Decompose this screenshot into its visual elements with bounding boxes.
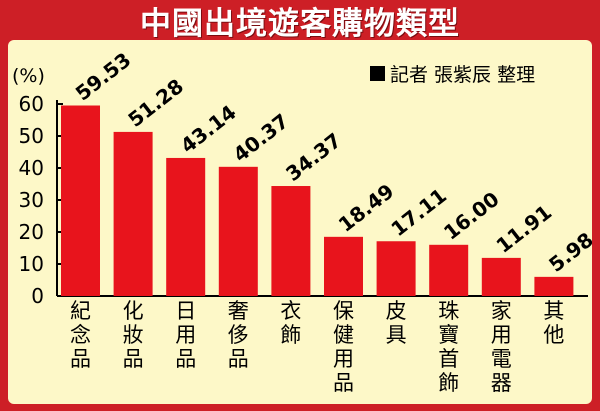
y-axis-label: (%) bbox=[12, 65, 45, 87]
category-label: 珠寶首飾 bbox=[438, 299, 459, 395]
black-square-icon bbox=[370, 66, 385, 81]
bar bbox=[61, 105, 100, 296]
data-label: 18.49 bbox=[334, 179, 399, 237]
category-label: 紀念品 bbox=[70, 299, 91, 371]
chart-title: 中國出境遊客購物類型 bbox=[140, 5, 460, 42]
bar bbox=[113, 131, 153, 296]
bars bbox=[61, 105, 574, 296]
data-label: 5.98 bbox=[544, 228, 598, 277]
y-tick-label: 40 bbox=[19, 156, 44, 180]
category-label: 家用電器 bbox=[491, 299, 512, 395]
category-label: 保健用品 bbox=[333, 299, 354, 395]
y-tick-label: 10 bbox=[19, 252, 44, 276]
credit-text: 記者 張紫辰 整理 bbox=[390, 64, 536, 86]
bar bbox=[218, 166, 258, 296]
data-label: 34.37 bbox=[281, 128, 346, 186]
bar bbox=[166, 157, 206, 296]
category-label: 化妝品 bbox=[123, 299, 144, 371]
bar bbox=[481, 257, 521, 296]
y-tick-label: 50 bbox=[19, 124, 44, 148]
category-label: 其他 bbox=[543, 299, 564, 347]
bar bbox=[534, 276, 574, 296]
y-tick-label: 60 bbox=[19, 92, 44, 116]
data-label: 11.91 bbox=[492, 200, 557, 258]
title-bar: 中國出境遊客購物類型 bbox=[0, 0, 600, 42]
category-label: 衣飾 bbox=[280, 299, 301, 347]
category-label: 日用品 bbox=[175, 299, 196, 371]
category-label: 皮具 bbox=[386, 299, 407, 347]
bar bbox=[429, 244, 469, 296]
y-tick-label: 20 bbox=[19, 220, 44, 244]
data-label: 51.28 bbox=[123, 74, 188, 132]
data-label: 59.53 bbox=[71, 48, 136, 106]
credit-line: 記者 張紫辰 整理 bbox=[370, 60, 535, 87]
y-tick-label: 30 bbox=[19, 188, 44, 212]
bar bbox=[271, 186, 311, 296]
bar bbox=[376, 241, 416, 296]
category-label: 奢侈品 bbox=[228, 299, 249, 371]
data-label: 17.11 bbox=[386, 183, 451, 241]
y-tick-label: 0 bbox=[31, 284, 44, 308]
bar bbox=[324, 236, 363, 296]
